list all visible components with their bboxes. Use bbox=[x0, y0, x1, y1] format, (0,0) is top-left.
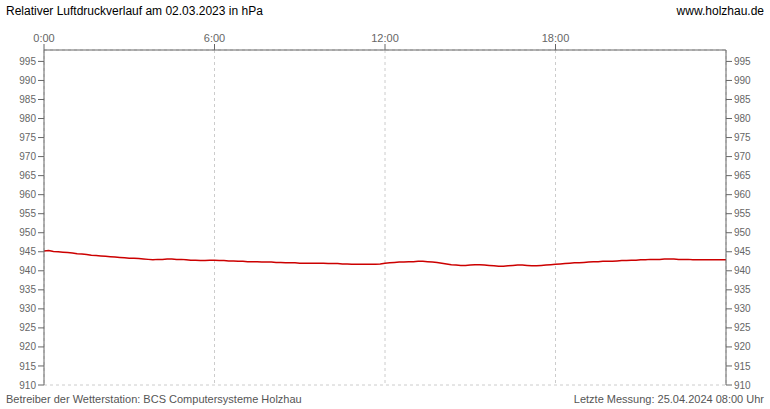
svg-text:960: 960 bbox=[734, 189, 751, 200]
svg-text:975: 975 bbox=[19, 132, 36, 143]
svg-text:965: 965 bbox=[734, 170, 751, 181]
svg-text:975: 975 bbox=[734, 132, 751, 143]
svg-text:955: 955 bbox=[19, 208, 36, 219]
svg-text:965: 965 bbox=[19, 170, 36, 181]
svg-text:925: 925 bbox=[19, 322, 36, 333]
html-text:Relativer Luftdruckverlauf am: Relativer Luftdruckverlauf am 02.03.2023… bbox=[6, 4, 263, 18]
svg-text:980: 980 bbox=[734, 113, 751, 124]
svg-text:935: 935 bbox=[734, 284, 751, 295]
svg-text:980: 980 bbox=[19, 113, 36, 124]
svg-text:945: 945 bbox=[19, 246, 36, 257]
svg-text:995: 995 bbox=[734, 56, 751, 67]
svg-text:12:00: 12:00 bbox=[371, 32, 399, 44]
svg-text:935: 935 bbox=[19, 284, 36, 295]
svg-text:920: 920 bbox=[19, 341, 36, 352]
svg-text:985: 985 bbox=[734, 94, 751, 105]
svg-text:990: 990 bbox=[19, 75, 36, 86]
svg-text:910: 910 bbox=[734, 380, 751, 389]
svg-text:950: 950 bbox=[19, 227, 36, 238]
svg-text:18:00: 18:00 bbox=[542, 32, 570, 44]
svg-text:915: 915 bbox=[19, 361, 36, 372]
svg-text:970: 970 bbox=[734, 151, 751, 162]
html-text:Letzte Messung: 25.04.2024 08:: Letzte Messung: 25.04.2024 08:00 Uhr bbox=[573, 393, 764, 405]
svg-text:950: 950 bbox=[734, 227, 751, 238]
svg-text:945: 945 bbox=[734, 246, 751, 257]
svg-text:990: 990 bbox=[734, 75, 751, 86]
svg-text:995: 995 bbox=[19, 56, 36, 67]
svg-text:930: 930 bbox=[19, 303, 36, 314]
svg-text:940: 940 bbox=[734, 265, 751, 276]
svg-text:970: 970 bbox=[19, 151, 36, 162]
svg-text:915: 915 bbox=[734, 361, 751, 372]
svg-text:920: 920 bbox=[734, 341, 751, 352]
svg-text:955: 955 bbox=[734, 208, 751, 219]
html-text:Betreiber der Wetterstation: B: Betreiber der Wetterstation: BCS Compute… bbox=[6, 393, 302, 405]
svg-text:940: 940 bbox=[19, 265, 36, 276]
svg-text:0:00: 0:00 bbox=[33, 32, 54, 44]
svg-text:910: 910 bbox=[19, 380, 36, 389]
svg-text:6:00: 6:00 bbox=[204, 32, 225, 44]
svg-text:925: 925 bbox=[734, 322, 751, 333]
html-text:www.holzhau.de: www.holzhau.de bbox=[676, 4, 764, 18]
svg-text:930: 930 bbox=[734, 303, 751, 314]
svg-text:960: 960 bbox=[19, 189, 36, 200]
svg-text:985: 985 bbox=[19, 94, 36, 105]
